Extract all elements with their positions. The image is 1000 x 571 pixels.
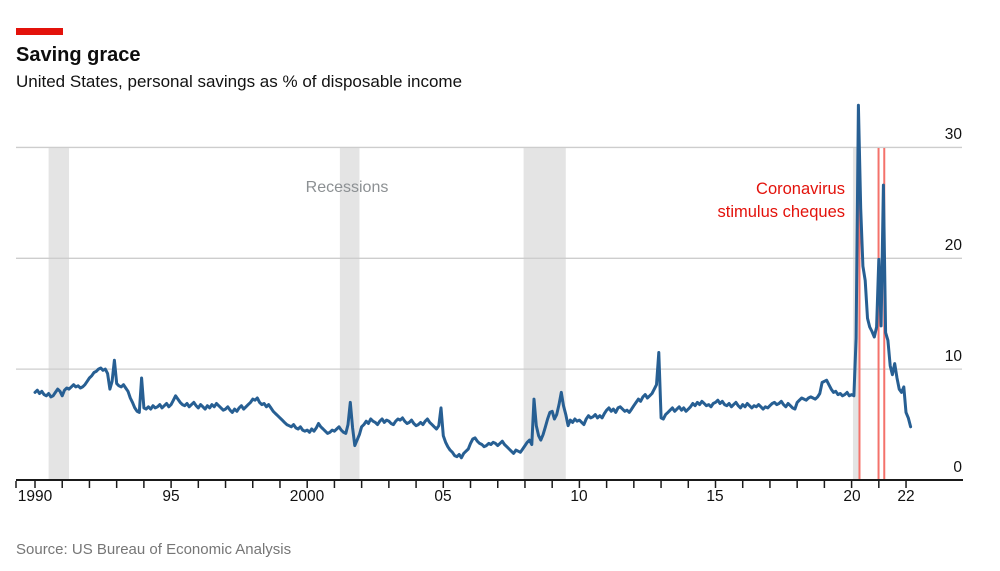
stimulus-annotation-line1: Coronavirus: [756, 180, 845, 198]
recession-band: [523, 147, 566, 479]
stimulus-cheques-annotation: Coronavirus stimulus cheques: [718, 178, 845, 224]
stimulus-annotation-line2: stimulus cheques: [717, 203, 845, 221]
recession-band: [339, 147, 360, 479]
x-tick-label-15: 15: [706, 488, 724, 505]
x-tick-label-95: 95: [162, 488, 180, 505]
y-tick-label-30: 30: [944, 126, 962, 143]
x-tick-label-2000: 2000: [289, 488, 325, 505]
page-title: Saving grace: [16, 44, 141, 66]
y-tick-label-10: 10: [944, 348, 962, 365]
x-tick-label-20: 20: [843, 488, 861, 505]
x-tick-label-05: 05: [434, 488, 452, 505]
y-tick-label-0: 0: [953, 459, 962, 476]
y-tick-label-20: 20: [944, 237, 962, 254]
recessions-annotation: Recessions: [305, 179, 389, 196]
personal-savings-line: [33, 103, 913, 460]
x-tick-label-10: 10: [570, 488, 588, 505]
kicker-bar: [16, 28, 63, 35]
source-note: Source: US Bureau of Economic Analysis: [16, 541, 292, 558]
recession-band: [48, 147, 70, 479]
x-tick-label-22: 22: [897, 488, 915, 505]
x-tick-label-1990: 1990: [17, 488, 53, 505]
page-subtitle: United States, personal savings as % of …: [16, 72, 463, 91]
